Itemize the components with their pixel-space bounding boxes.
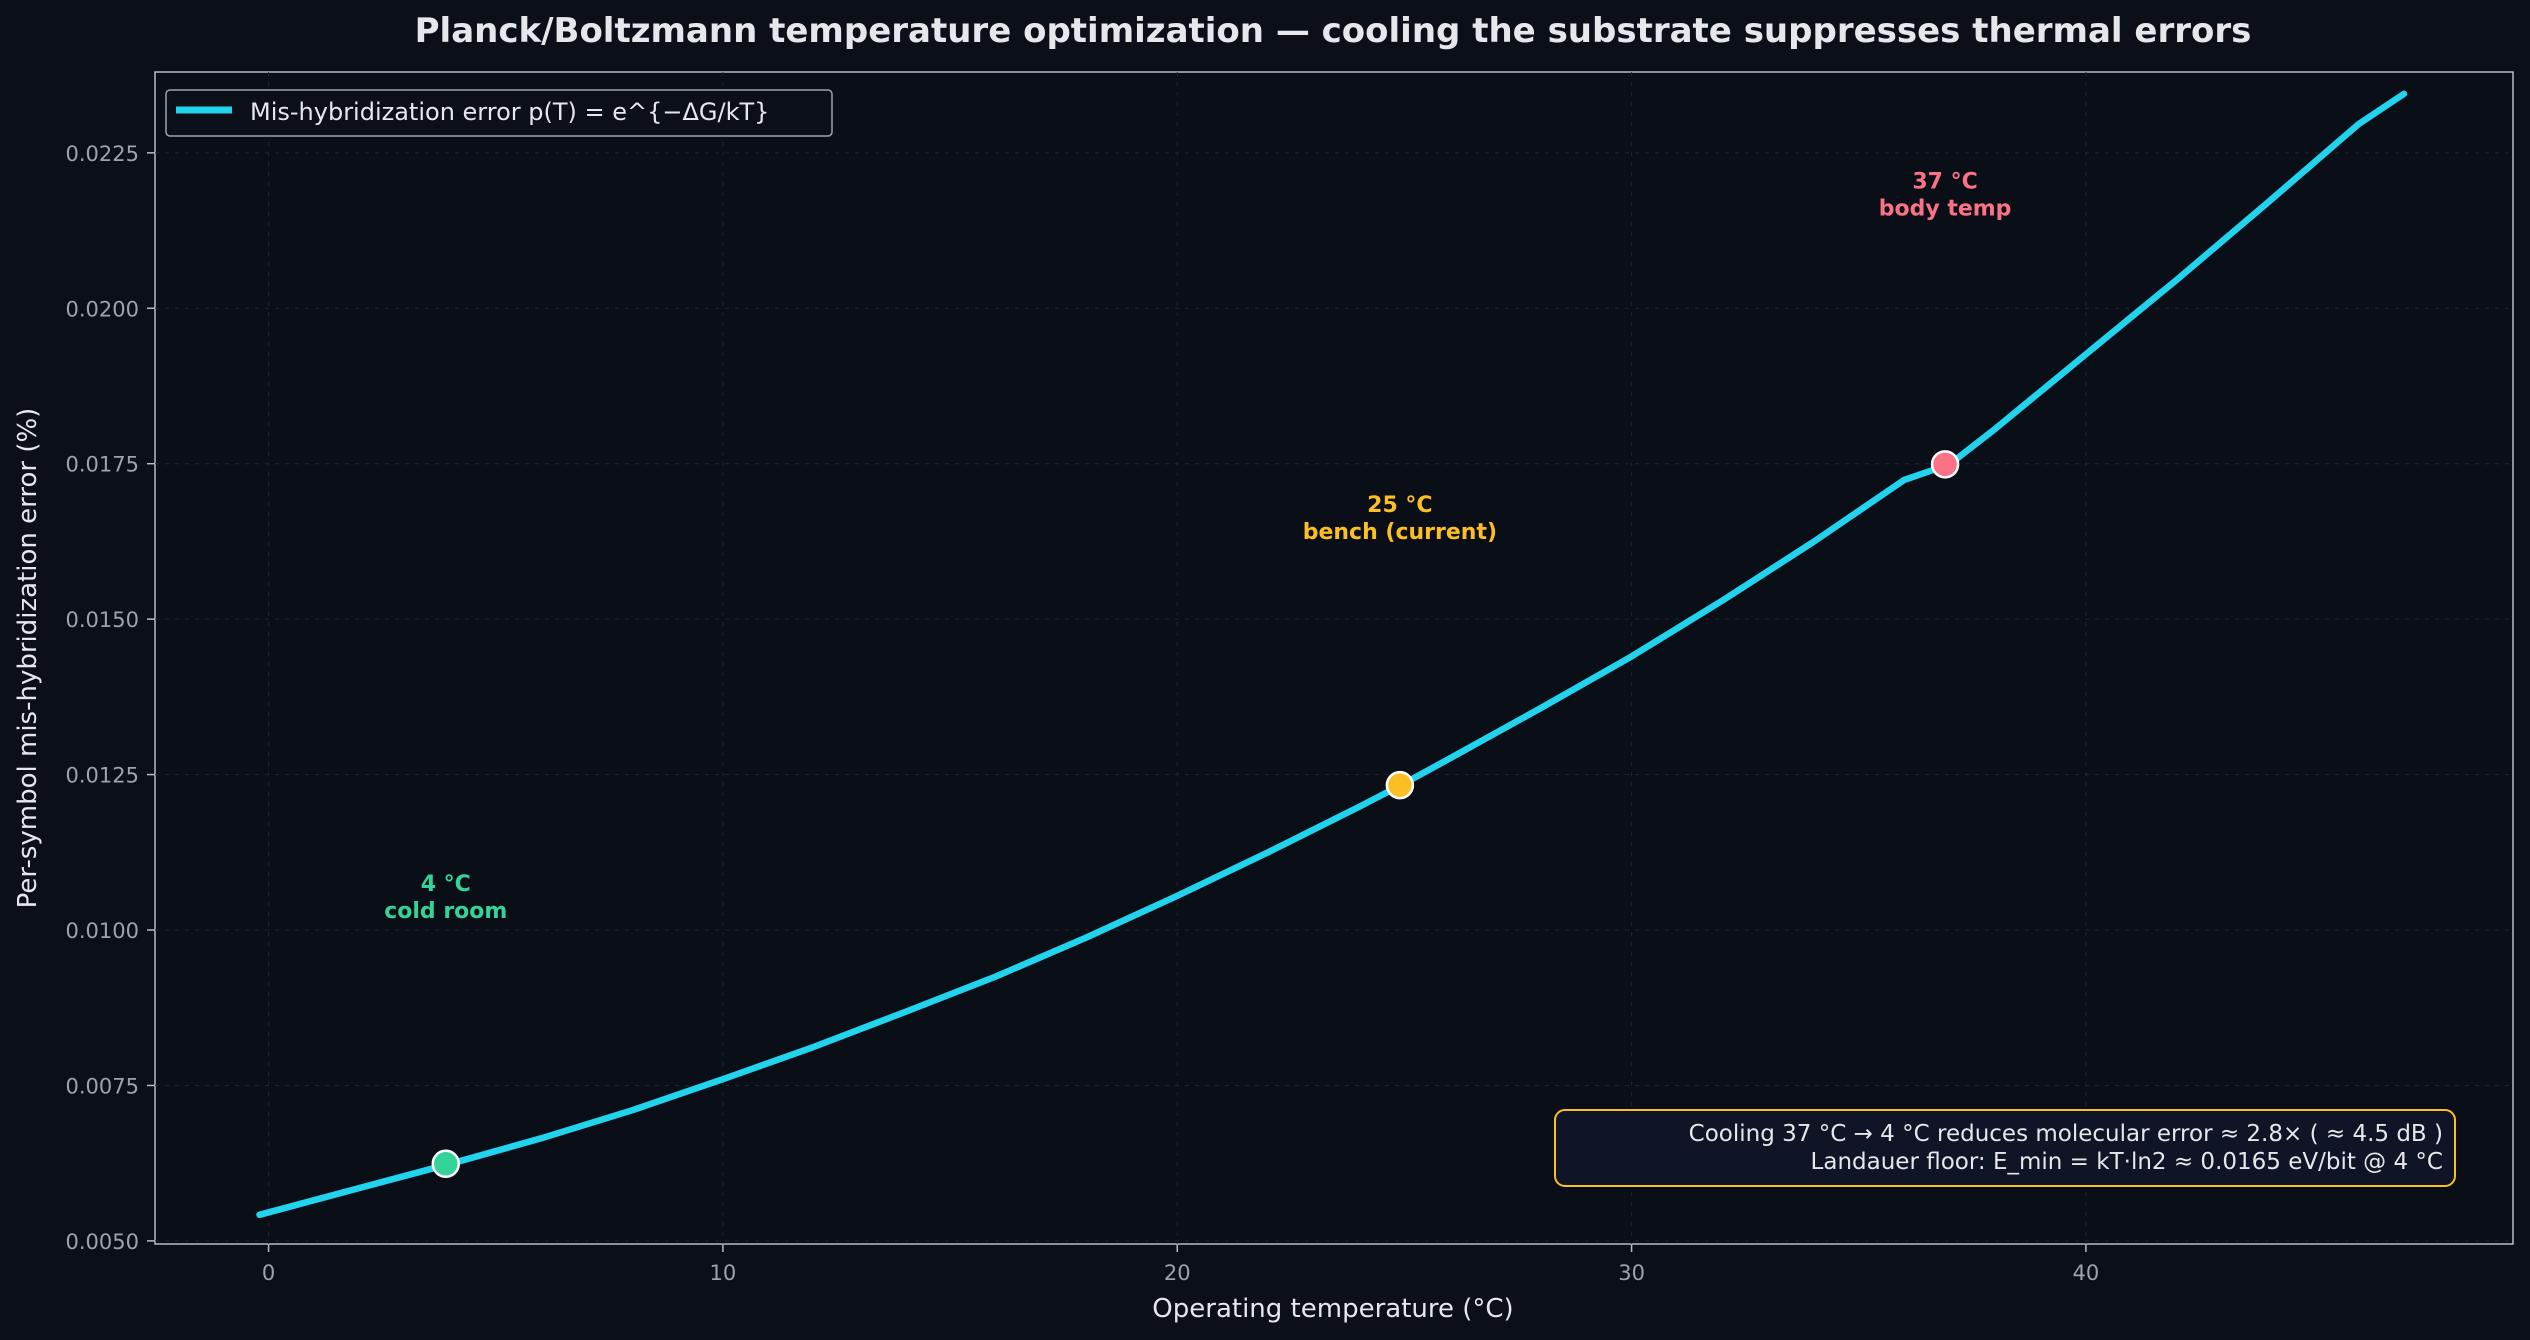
axis-ticks: 0 10 20 30 40 0.0050 0.0075 0.0100 0.0125 0.0150 0… bbox=[66, 142, 2100, 1285]
legend-label: Mis-hybridization error p(T) = e^{−ΔG/kT… bbox=[250, 98, 769, 126]
x-tick-label: 10 bbox=[710, 1261, 737, 1285]
annotation-line-2: Landauer floor: E_min = kT·ln2 ≈ 0.0165 … bbox=[1811, 1149, 2443, 1175]
data-point-marker bbox=[1385, 770, 1415, 800]
y-axis-label: Per-symbol mis-hybridization error (%) bbox=[13, 408, 43, 909]
marker-label-desc: bench (current) bbox=[1303, 520, 1497, 545]
y-tick-label: 0.0125 bbox=[66, 764, 139, 788]
data-point-marker bbox=[1930, 450, 1960, 479]
plot-area bbox=[154, 71, 2514, 1245]
x-tick-label: 20 bbox=[1164, 1261, 1191, 1285]
y-tick-label: 0.0075 bbox=[66, 1074, 139, 1098]
marker-label-desc: cold room bbox=[384, 899, 507, 924]
marker-label-desc: body temp bbox=[1879, 197, 2012, 222]
marker-label-temp: 4 °C bbox=[421, 872, 471, 897]
x-tick-label: 40 bbox=[2073, 1261, 2100, 1285]
x-axis-label: Operating temperature (°C) bbox=[1152, 1294, 1513, 1324]
marker-label-temp: 25 °C bbox=[1367, 493, 1432, 518]
y-tick-label: 0.0175 bbox=[66, 453, 139, 477]
y-tick-label: 0.0150 bbox=[66, 608, 139, 632]
y-tick-label: 0.0200 bbox=[66, 297, 139, 321]
y-tick-label: 0.0050 bbox=[66, 1230, 139, 1254]
annotation-line-1: Cooling 37 °C → 4 °C reduces molecular e… bbox=[1689, 1121, 2443, 1147]
grid bbox=[155, 72, 2513, 1244]
y-tick-label: 0.0225 bbox=[66, 142, 139, 166]
marker-label-temp: 37 °C bbox=[1912, 170, 1977, 195]
legend[interactable]: Mis-hybridization error p(T) = e^{−ΔG/kT… bbox=[165, 89, 833, 137]
annotation-box: Cooling 37 °C → 4 °C reduces molecular e… bbox=[1554, 1109, 2456, 1187]
x-tick-label: 0 bbox=[262, 1261, 275, 1285]
chart-title: Planck/Boltzmann temperature optimizatio… bbox=[415, 11, 2252, 51]
x-tick-label: 30 bbox=[1618, 1261, 1645, 1285]
data-point-marker bbox=[431, 1149, 461, 1179]
y-tick-label: 0.0100 bbox=[66, 919, 139, 943]
